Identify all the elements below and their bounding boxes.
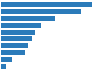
Bar — [1, 9, 81, 14]
Bar — [1, 16, 55, 21]
Bar — [1, 36, 32, 41]
Bar — [1, 43, 28, 48]
Bar — [1, 57, 12, 62]
Bar — [1, 2, 92, 7]
Bar — [1, 50, 25, 55]
Bar — [1, 23, 41, 28]
Bar — [1, 30, 36, 35]
Bar — [1, 64, 6, 69]
